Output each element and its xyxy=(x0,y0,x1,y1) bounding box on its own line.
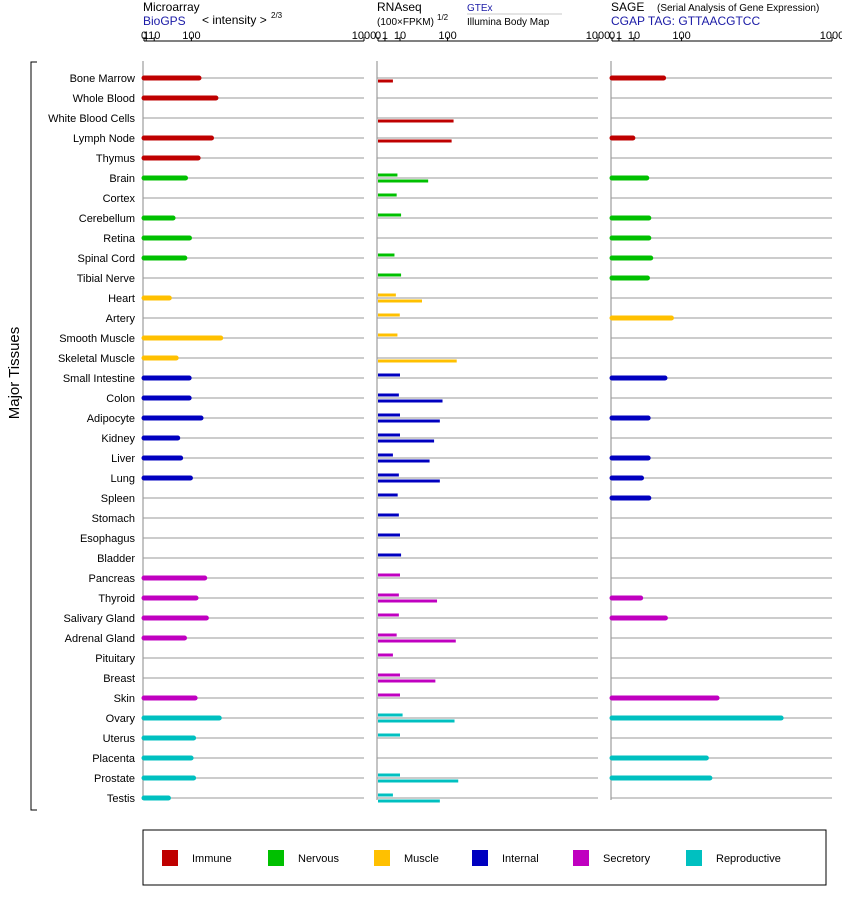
tissue-label: Tibial Nerve xyxy=(77,273,135,285)
microarray-tick-label: 100 xyxy=(182,30,200,42)
tissue-label: Placenta xyxy=(92,753,136,765)
tissue-bracket xyxy=(30,61,37,811)
microarray-tick-label: 1 xyxy=(143,30,149,42)
tissue-label: Skin xyxy=(114,693,135,705)
tissue-labels: Bone Marrow Whole Blood White Blood Cells L… xyxy=(48,73,136,805)
rnaseq-series-2-label: Illumina Body Map xyxy=(467,17,550,28)
tissue-label: Spinal Cord xyxy=(78,253,135,265)
rnaseq-tick-label: 100 xyxy=(438,30,456,42)
tissue-label: Breast xyxy=(103,673,135,685)
rnaseq-tick-label: 1000 xyxy=(586,30,610,42)
legend-label-muscle: Muscle xyxy=(404,853,439,865)
legend-swatch-nervous xyxy=(268,850,284,866)
microarray-tick-label: 0 xyxy=(141,30,147,42)
tissue-label: Pancreas xyxy=(89,573,136,585)
tissue-label: Thyroid xyxy=(98,593,135,605)
rnaseq-tick-label: 10 xyxy=(394,30,406,42)
legend: Immune Nervous Muscle Internal Secretory Repr… xyxy=(162,850,781,866)
microarray-scale-label: < intensity > xyxy=(202,13,267,27)
tissue-label: Heart xyxy=(108,293,135,305)
rnaseq-title: RNAseq xyxy=(377,0,422,14)
tissue-label: Testis xyxy=(107,793,136,805)
rnaseq-scale-exp: 1/2 xyxy=(437,13,449,22)
tissue-label: Esophagus xyxy=(80,533,136,545)
tissue-label: Salivary Gland xyxy=(63,613,135,625)
rnaseq-series-1-label: GTEx xyxy=(467,3,493,14)
tissue-label: Bladder xyxy=(97,553,135,565)
legend-label-reproductive: Reproductive xyxy=(716,853,781,865)
tissue-label: Cerebellum xyxy=(79,213,135,225)
tissue-label: Colon xyxy=(106,393,135,405)
tissue-label: Lymph Node xyxy=(73,133,135,145)
sage-title: SAGE xyxy=(611,0,644,14)
tissue-label: Pituitary xyxy=(95,653,135,665)
microarray-source: BioGPS xyxy=(143,14,186,28)
tissue-label: Stomach xyxy=(92,513,135,525)
legend-swatch-secretory xyxy=(573,850,589,866)
legend-label-immune: Immune xyxy=(192,853,232,865)
tissue-label: Brain xyxy=(109,173,135,185)
tissue-label: Retina xyxy=(103,233,136,245)
tissue-label: Bone Marrow xyxy=(70,73,135,85)
legend-label-nervous: Nervous xyxy=(298,853,339,865)
sage-tag-line: CGAP TAG: GTTAACGTCC xyxy=(611,14,760,28)
tissue-label: Adrenal Gland xyxy=(65,633,135,645)
tissue-label: Small Intestine xyxy=(63,373,135,385)
sage-tick-label: 1 xyxy=(616,30,622,42)
tissue-label: Liver xyxy=(111,453,135,465)
microarray-title: Microarray xyxy=(143,0,200,14)
tissue-label: Prostate xyxy=(94,773,135,785)
legend-swatch-internal xyxy=(472,850,488,866)
tissue-label: Thymus xyxy=(96,153,136,165)
legend-swatch-immune xyxy=(162,850,178,866)
tissue-label: Spleen xyxy=(101,493,135,505)
sage-tick-label: 0 xyxy=(609,30,615,42)
microarray-tick-label: 1000 xyxy=(352,30,376,42)
sage-subtitle: (Serial Analysis of Gene Expression) xyxy=(657,3,819,14)
rnaseq-tick-label: 0 xyxy=(375,30,381,42)
legend-label-internal: Internal xyxy=(502,853,539,865)
tissue-label: Whole Blood xyxy=(73,93,135,105)
tissue-label: Kidney xyxy=(101,433,135,445)
tissue-label: Skeletal Muscle xyxy=(58,353,135,365)
tissue-label: Ovary xyxy=(106,713,136,725)
tissue-label: Artery xyxy=(106,313,136,325)
rnaseq-scale-label: (100×FPKM) xyxy=(377,17,434,28)
tissue-label: Cortex xyxy=(103,193,136,205)
tissue-label: Adipocyte xyxy=(87,413,135,425)
tissue-label: Uterus xyxy=(103,733,136,745)
tissue-label: White Blood Cells xyxy=(48,113,135,125)
tissue-label: Smooth Muscle xyxy=(59,333,135,345)
legend-label-secretory: Secretory xyxy=(603,853,651,865)
microarray-scale-exp: 2/3 xyxy=(271,11,283,20)
legend-swatch-reproductive xyxy=(686,850,702,866)
sage-tick-label: 10 xyxy=(628,30,640,42)
sage-tick-label: 100 xyxy=(672,30,690,42)
y-axis-title: Major Tissues xyxy=(6,327,23,420)
rnaseq-tick-label: 1 xyxy=(382,30,388,42)
tissue-label: Lung xyxy=(111,473,135,485)
microarray-tick-label: 10 xyxy=(148,30,160,42)
legend-swatch-muscle xyxy=(374,850,390,866)
sage-tick-label: 1000 xyxy=(820,30,842,42)
